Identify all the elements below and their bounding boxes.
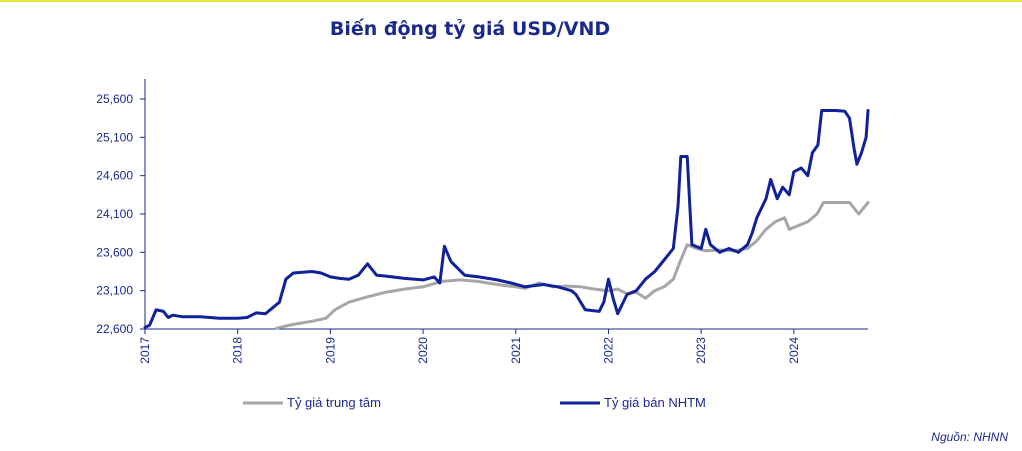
series-line-2: [143, 109, 870, 329]
legend-label-1: Tỷ giá trung tâm: [287, 395, 381, 410]
x-tick-label: 2024: [787, 337, 801, 364]
x-tick-label: 2022: [601, 337, 615, 364]
x-tick-label: 2019: [323, 337, 337, 364]
x-tick-label: 2023: [694, 337, 708, 364]
legend-label-2: Tỷ giá bán NHTM: [604, 395, 706, 410]
x-tick-label: 2018: [231, 337, 245, 364]
x-tick-label: 2021: [509, 337, 523, 364]
y-tick-label: 23,600: [96, 245, 133, 259]
y-tick-label: 25,100: [96, 130, 133, 144]
chart-legend: Tỷ giá trung tâm Tỷ giá bán NHTM: [243, 395, 706, 410]
y-tick-label: 24,600: [96, 169, 133, 183]
chart-title: Biến động tỷ giá USD/VND: [329, 18, 611, 40]
top-accent-rule: [0, 0, 1022, 2]
source-note: Nguồn: NHNN: [931, 430, 1008, 444]
y-tick-label: 23,100: [96, 284, 133, 298]
y-tick-label: 22,600: [96, 322, 133, 336]
y-tick-label: 25,600: [96, 92, 133, 106]
x-tick-label: 2017: [138, 337, 152, 364]
y-tick-label: 24,100: [96, 207, 133, 221]
chart-series: [143, 109, 870, 330]
chart-axes: 22,600 23,100 23,600 24,100 24,600 25,100 25,6…: [96, 79, 868, 364]
x-tick-label: 2020: [416, 337, 430, 364]
